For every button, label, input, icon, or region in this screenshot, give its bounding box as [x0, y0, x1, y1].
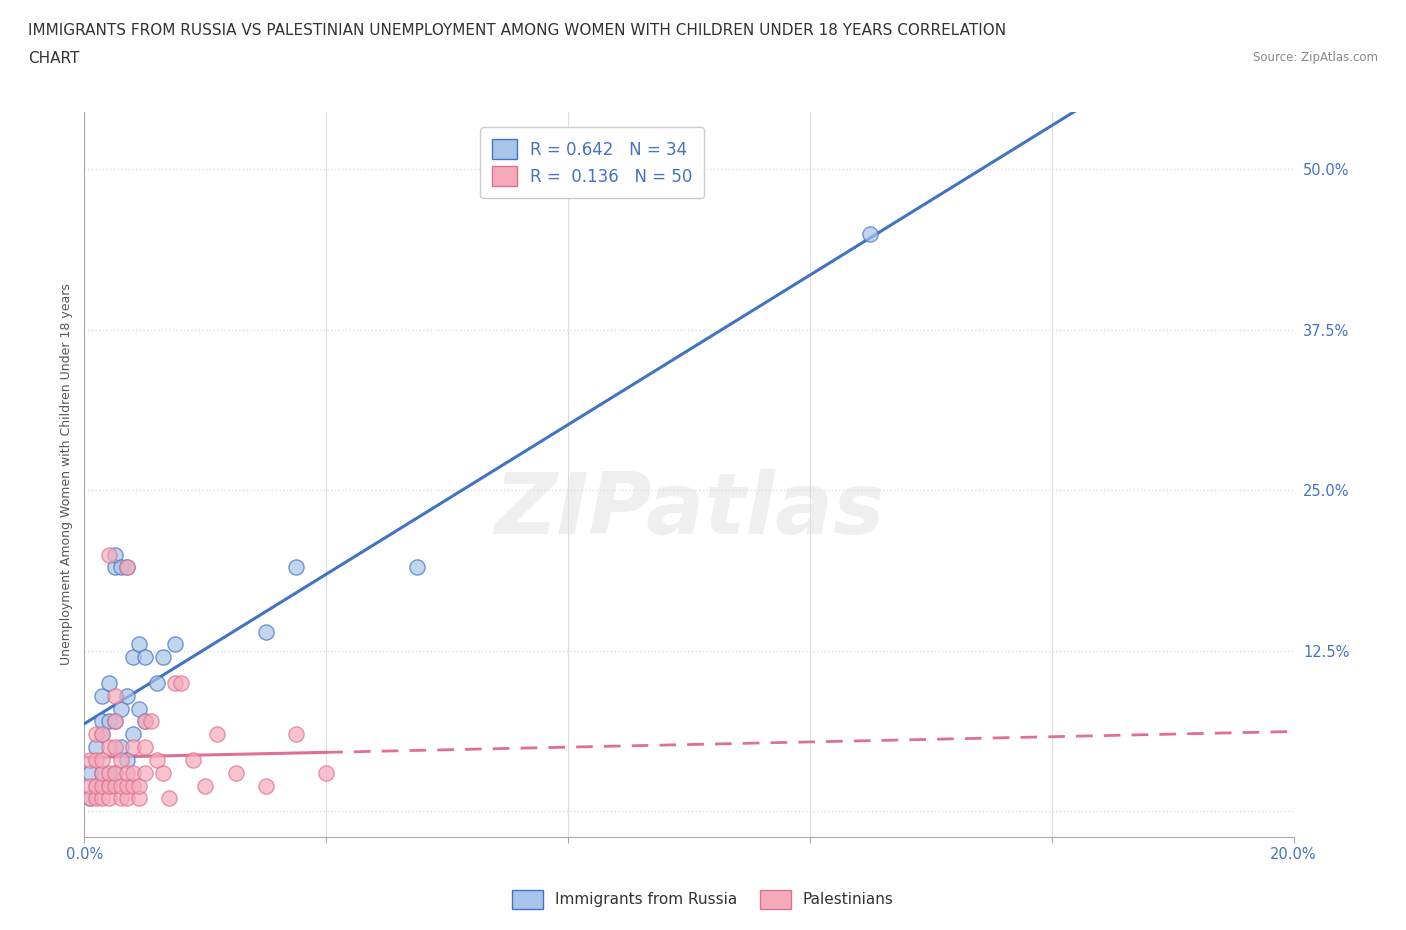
Point	[134, 650, 156, 665]
Legend: Immigrants from Russia, Palestinians: Immigrants from Russia, Palestinians	[503, 881, 903, 918]
Point	[859, 226, 882, 241]
Text: IMMIGRANTS FROM RUSSIA VS PALESTINIAN UNEMPLOYMENT AMONG WOMEN WITH CHILDREN UND: IMMIGRANTS FROM RUSSIA VS PALESTINIAN UN…	[28, 23, 1007, 38]
Y-axis label: Unemployment Among Women with Children Under 18 years: Unemployment Among Women with Children U…	[60, 284, 73, 665]
Point	[115, 560, 138, 575]
Point	[128, 637, 150, 652]
Point	[97, 547, 120, 562]
Point	[146, 675, 169, 690]
Text: Source: ZipAtlas.com: Source: ZipAtlas.com	[1253, 51, 1378, 64]
Text: CHART: CHART	[28, 51, 80, 66]
Point	[104, 560, 127, 575]
Point	[121, 765, 143, 780]
Point	[110, 560, 132, 575]
Point	[110, 791, 132, 806]
Point	[91, 765, 114, 780]
Point	[121, 739, 143, 754]
Point	[97, 739, 120, 754]
Point	[104, 547, 127, 562]
Point	[128, 791, 150, 806]
Point	[163, 637, 186, 652]
Point	[157, 791, 180, 806]
Point	[79, 791, 101, 806]
Point	[104, 714, 127, 729]
Point	[110, 778, 132, 793]
Point	[134, 765, 156, 780]
Point	[110, 701, 132, 716]
Point	[207, 727, 229, 742]
Point	[115, 778, 138, 793]
Point	[121, 778, 143, 793]
Point	[225, 765, 247, 780]
Point	[152, 765, 174, 780]
Point	[139, 714, 162, 729]
Point	[254, 778, 277, 793]
Point	[194, 778, 217, 793]
Point	[152, 650, 174, 665]
Point	[104, 778, 127, 793]
Point	[121, 727, 143, 742]
Point	[79, 791, 101, 806]
Point	[91, 752, 114, 767]
Point	[284, 560, 308, 575]
Point	[170, 675, 193, 690]
Point	[115, 791, 138, 806]
Point	[134, 714, 156, 729]
Point	[97, 778, 120, 793]
Point	[86, 727, 108, 742]
Point	[91, 714, 114, 729]
Point	[97, 778, 120, 793]
Point	[134, 739, 156, 754]
Point	[86, 752, 108, 767]
Point	[91, 765, 114, 780]
Point	[79, 778, 101, 793]
Point	[104, 714, 127, 729]
Point	[315, 765, 337, 780]
Point	[104, 739, 127, 754]
Point	[146, 752, 169, 767]
Point	[86, 778, 108, 793]
Point	[115, 560, 138, 575]
Point	[91, 778, 114, 793]
Point	[284, 727, 308, 742]
Point	[91, 791, 114, 806]
Point	[121, 650, 143, 665]
Point	[110, 752, 132, 767]
Point	[91, 727, 114, 742]
Point	[254, 624, 277, 639]
Text: ZIPatlas: ZIPatlas	[494, 469, 884, 552]
Point	[79, 765, 101, 780]
Point	[91, 688, 114, 703]
Point	[91, 727, 114, 742]
Point	[79, 752, 101, 767]
Point	[97, 791, 120, 806]
Point	[406, 560, 429, 575]
Point	[115, 688, 138, 703]
Point	[181, 752, 204, 767]
Point	[115, 765, 138, 780]
Point	[128, 778, 150, 793]
Point	[128, 701, 150, 716]
Point	[86, 791, 108, 806]
Point	[163, 675, 186, 690]
Point	[97, 675, 120, 690]
Point	[86, 778, 108, 793]
Point	[104, 688, 127, 703]
Point	[97, 714, 120, 729]
Legend: R = 0.642   N = 34, R =  0.136   N = 50: R = 0.642 N = 34, R = 0.136 N = 50	[481, 127, 704, 198]
Point	[115, 752, 138, 767]
Point	[110, 739, 132, 754]
Point	[134, 714, 156, 729]
Point	[97, 765, 120, 780]
Point	[104, 765, 127, 780]
Point	[104, 765, 127, 780]
Point	[86, 739, 108, 754]
